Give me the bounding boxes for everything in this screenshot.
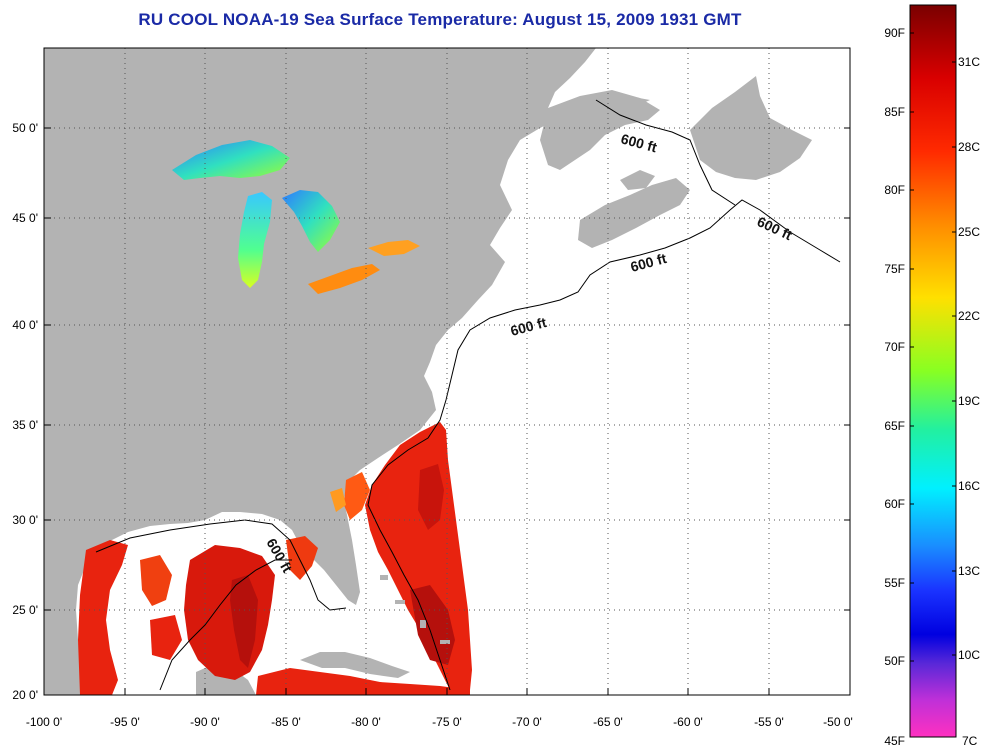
- colorbar-f-label: 50F: [884, 654, 905, 668]
- colorbar: [909, 4, 957, 738]
- lon-label: -55 0': [754, 715, 784, 729]
- sst-warm-water: [78, 536, 470, 695]
- lat-label: 20 0': [12, 688, 38, 702]
- colorbar-celsius-labels: 31C 28C 25C 22C 19C 16C 13C 10C 7C: [958, 55, 980, 748]
- lat-label: 30 0': [12, 513, 38, 527]
- land-north-america: [44, 48, 596, 695]
- land-cape-breton: [620, 170, 655, 190]
- lat-label: 25 0': [12, 603, 38, 617]
- isobath-600ft: [95, 199, 841, 691]
- lat-label: 35 0': [12, 418, 38, 432]
- lon-label: -80 0': [351, 715, 381, 729]
- land-yucatan: [196, 665, 256, 695]
- lon-label: -70 0': [512, 715, 542, 729]
- lon-label: -75 0': [432, 715, 462, 729]
- land-nova-scotia: [578, 178, 690, 248]
- lat-label: 45 0': [12, 211, 38, 225]
- lon-label: -95 0': [110, 715, 140, 729]
- colorbar-f-label: 70F: [884, 340, 905, 354]
- colorbar-c-label: 13C: [958, 564, 980, 578]
- colorbar-fahrenheit-labels: 90F 85F 80F 75F 70F 65F 60F 55F 50F 45F: [884, 26, 905, 748]
- land-bahamas: [380, 575, 450, 644]
- colorbar-f-label: 75F: [884, 262, 905, 276]
- colorbar-c-label: 28C: [958, 140, 980, 154]
- colorbar-c-label: 31C: [958, 55, 980, 69]
- colorbar-c-label: 25C: [958, 225, 980, 239]
- colorbar-f-label: 80F: [884, 183, 905, 197]
- colorbar-f-label: 45F: [884, 734, 905, 748]
- land-newfoundland: [690, 76, 812, 180]
- lake-ontario: [368, 240, 420, 256]
- lon-label: -50 0': [823, 715, 853, 729]
- colorbar-c-label: 7C: [962, 734, 978, 748]
- colorbar-c-label: 22C: [958, 309, 980, 323]
- colorbar-c-label: 19C: [958, 394, 980, 408]
- isobath-600ft-north: [595, 99, 736, 206]
- colorbar-f-label: 90F: [884, 26, 905, 40]
- land-cuba: [300, 652, 410, 678]
- lon-label: -90 0': [190, 715, 220, 729]
- colorbar-c-label: 16C: [958, 479, 980, 493]
- sst-gulf-stream: [330, 422, 472, 690]
- land-maritimes: [540, 90, 660, 170]
- land-anticosti: [600, 96, 650, 106]
- lon-label: -65 0': [593, 715, 623, 729]
- lat-label: 40 0': [12, 318, 38, 332]
- colorbar-f-label: 60F: [884, 497, 905, 511]
- lake-erie: [308, 264, 380, 294]
- map-tick-marks: [43, 127, 851, 695]
- lake-superior: [172, 140, 290, 180]
- longitude-labels: -100 0' -95 0' -90 0' -85 0' -80 0' -75 …: [26, 715, 853, 729]
- lon-label: -100 0': [26, 715, 62, 729]
- latitude-labels: 50 0' 45 0' 40 0' 35 0' 30 0' 25 0' 20 0…: [12, 121, 38, 702]
- colorbar-ticks: [910, 32, 956, 662]
- lake-huron: [282, 190, 340, 252]
- map-title: RU COOL NOAA-19 Sea Surface Temperature:…: [138, 10, 742, 29]
- colorbar-f-label: 55F: [884, 576, 905, 590]
- lake-michigan: [238, 192, 272, 288]
- lon-label: -85 0': [271, 715, 301, 729]
- isobath-600ft-gulf-loop: [159, 559, 292, 691]
- lon-label: -60 0': [673, 715, 703, 729]
- colorbar-c-label: 10C: [958, 648, 980, 662]
- colorbar-f-label: 65F: [884, 419, 905, 433]
- lat-label: 50 0': [12, 121, 38, 135]
- colorbar-f-label: 85F: [884, 105, 905, 119]
